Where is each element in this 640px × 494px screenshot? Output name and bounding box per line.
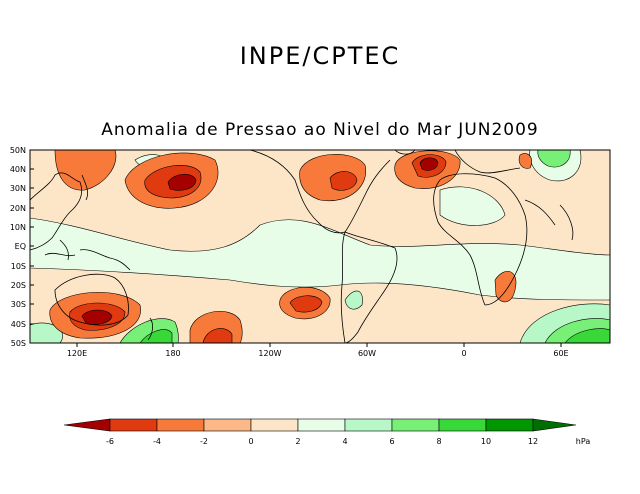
colorbar-label: 6 xyxy=(389,437,394,446)
coastline-australia xyxy=(54,273,129,326)
negative-anomaly-natlantic-east-core xyxy=(419,157,439,171)
coastline-europe xyxy=(454,150,521,174)
lon-label: 60W xyxy=(358,349,376,358)
colorbar-segment xyxy=(203,418,252,432)
coastline-new-zealand xyxy=(147,317,154,341)
lat-label: 50S xyxy=(11,339,26,348)
lon-label: 0 xyxy=(461,349,466,358)
colorbar-segment-gt-12 xyxy=(532,418,577,432)
lat-label: 10N xyxy=(10,223,26,232)
colorbar-unit: hPa xyxy=(576,437,591,446)
positive-anomaly-sahara xyxy=(439,186,506,226)
colorbar-label: 0 xyxy=(248,437,253,446)
lat-label: EQ xyxy=(15,242,26,251)
negative-anomaly-npacific-core xyxy=(167,173,197,191)
lat-label: 40N xyxy=(10,165,26,174)
coastline-maritime-continent xyxy=(44,239,131,271)
negative-anomaly-spacific-east-core xyxy=(289,295,323,313)
coastline-japan xyxy=(81,174,89,201)
lat-label: 10S xyxy=(11,262,26,271)
lon-label: 180 xyxy=(165,349,180,358)
longitude-axis: 120E 180 120W 60W 0 60E xyxy=(67,343,569,358)
colorbar-segment xyxy=(250,418,299,432)
lat-label: 30N xyxy=(10,184,26,193)
coastline-south-america xyxy=(340,231,398,343)
colorbar-label: 8 xyxy=(436,437,441,446)
map-field xyxy=(30,150,610,343)
page-title: INPE/CPTEC xyxy=(239,42,401,70)
lat-label: 50N xyxy=(10,146,26,155)
latitude-axis: 50N 40N 30N 20N 10N EQ 10S 20S 30S 40S 5… xyxy=(10,146,34,348)
lat-label: 40S xyxy=(11,320,26,329)
colorbar-segment xyxy=(485,418,534,432)
coastlines xyxy=(30,150,574,343)
coastline-greenland xyxy=(394,150,416,155)
negative-anomaly-siberia xyxy=(54,150,117,191)
negative-anomaly-central-asia xyxy=(518,153,532,169)
colorbar-segment xyxy=(297,418,346,432)
colorbar-label: 4 xyxy=(342,437,347,446)
lat-label: 20N xyxy=(10,204,26,213)
positive-anomaly-indian-core xyxy=(564,328,610,343)
coastline-arabia-india xyxy=(524,199,574,241)
lat-label: 20S xyxy=(11,281,26,290)
colorbar: -6 -4 -2 0 2 4 6 8 10 12 hPa xyxy=(63,418,591,446)
positive-anomaly-patagonia xyxy=(344,290,363,310)
map-subtitle: Anomalia de Pressao ao Nivel do Mar JUN2… xyxy=(101,120,539,140)
colorbar-segment xyxy=(344,418,393,432)
colorbar-label: 10 xyxy=(481,437,491,446)
colorbar-segment xyxy=(156,418,205,432)
colorbar-segment xyxy=(109,418,158,432)
negative-anomaly-madagascar xyxy=(494,271,517,303)
colorbar-label: -6 xyxy=(106,437,114,446)
colorbar-label: 12 xyxy=(528,437,538,446)
colorbar-label: -2 xyxy=(200,437,208,446)
colorbar-label: 2 xyxy=(295,437,300,446)
lon-label: 120E xyxy=(67,349,87,358)
lat-label: 30S xyxy=(11,300,26,309)
colorbar-segment xyxy=(391,418,440,432)
negative-anomaly-spacific-west-core xyxy=(202,328,233,343)
colorbar-segment xyxy=(438,418,487,432)
negative-anomaly-natlantic-west-core xyxy=(329,171,358,191)
coastline-east-asia xyxy=(30,172,83,251)
positive-anomaly-asia-core xyxy=(537,150,571,168)
lon-label: 60E xyxy=(553,349,568,358)
positive-anomaly-tropics xyxy=(30,217,610,301)
coastline-africa xyxy=(433,173,528,306)
coastline-north-america xyxy=(249,150,391,234)
lon-label: 120W xyxy=(258,349,281,358)
negative-anomaly-australia-core xyxy=(81,309,113,325)
colorbar-label: -4 xyxy=(153,437,161,446)
colorbar-segment-lt-6 xyxy=(63,418,111,432)
